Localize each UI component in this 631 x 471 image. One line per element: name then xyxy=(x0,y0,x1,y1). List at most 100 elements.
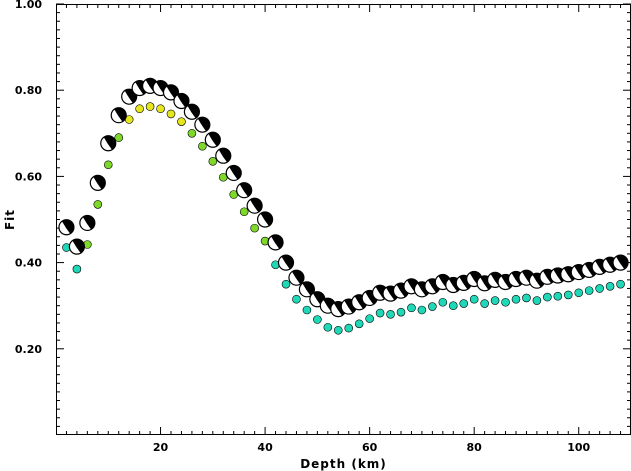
beachball-dilatation xyxy=(372,286,384,301)
beachball-outline xyxy=(236,182,253,199)
fit-point xyxy=(239,207,249,217)
fit-point xyxy=(323,322,333,332)
beachball-outline xyxy=(298,281,316,298)
fit-point xyxy=(605,282,615,291)
beachball-marker xyxy=(277,254,295,271)
beachball-dilatation xyxy=(152,82,165,96)
beachball-dilatation xyxy=(570,266,583,280)
fit-point xyxy=(145,102,155,111)
fit-point xyxy=(490,296,500,305)
fit-point xyxy=(208,157,218,166)
beachball-dilatation xyxy=(393,284,405,299)
fit-point xyxy=(543,292,552,302)
beachball-marker xyxy=(183,103,201,120)
beachball-marker xyxy=(204,131,221,148)
beachball-dilatation xyxy=(246,199,259,214)
beachball-dilatation xyxy=(173,94,186,109)
plot-frame xyxy=(56,4,631,435)
fit-point xyxy=(375,308,385,318)
beachball-outline xyxy=(204,131,221,148)
fit-point xyxy=(574,288,584,298)
beachball-outline xyxy=(89,174,106,191)
beachball-dilatation xyxy=(340,300,353,315)
beachball-marker xyxy=(68,238,86,255)
fit-point xyxy=(177,117,186,126)
beachball-dilatation xyxy=(539,270,552,285)
beachball-marker xyxy=(267,234,284,251)
x-tick-label: 100 xyxy=(567,441,590,454)
fit-point xyxy=(72,264,82,274)
fit-point xyxy=(511,294,521,304)
beachball-dilatation xyxy=(581,263,593,278)
beachball-marker xyxy=(58,219,75,236)
beachball-outline xyxy=(267,234,284,251)
beachball-dilatation xyxy=(424,280,437,294)
beachball-outline xyxy=(246,197,263,214)
axis-ticks xyxy=(56,3,631,435)
fit-point xyxy=(469,294,479,304)
beachball-outline xyxy=(215,147,232,164)
beachball-dilatation xyxy=(361,291,374,306)
beachball-outline xyxy=(288,269,305,286)
beachball-outline xyxy=(79,214,96,232)
beachball-dilatation xyxy=(497,275,510,290)
beachball-dilatation xyxy=(58,221,71,235)
beachball-dilatation xyxy=(550,269,562,284)
y-axis-label: Fit xyxy=(3,209,17,230)
fit-point xyxy=(448,301,458,311)
beachball-outline xyxy=(100,135,117,152)
fit-point xyxy=(281,279,291,289)
fit-point xyxy=(292,294,301,304)
y-tick-label: 1.00 xyxy=(15,0,42,11)
beachball-dilatation xyxy=(382,287,395,302)
beachball-dilatation xyxy=(414,283,426,298)
fit-point xyxy=(396,307,406,317)
fit-point xyxy=(532,296,542,305)
fit-point xyxy=(187,129,197,138)
y-tick-label: 0.20 xyxy=(15,343,42,356)
fit-point xyxy=(501,297,510,307)
beachball-marker xyxy=(288,269,305,286)
fit-point xyxy=(553,291,563,301)
beachball-marker xyxy=(507,270,525,288)
data-points xyxy=(58,77,629,335)
beachball-dilatation xyxy=(518,271,531,286)
fit-point xyxy=(93,200,103,209)
beachball-outline xyxy=(68,238,86,255)
beachball-outline xyxy=(183,103,201,120)
beachball-dilatation xyxy=(591,260,604,275)
beachball-dilatation xyxy=(278,256,290,271)
beachball-dilatation xyxy=(320,299,332,314)
beachball-marker xyxy=(89,174,106,191)
beachball-marker xyxy=(236,182,253,199)
x-tick-label: 60 xyxy=(362,441,378,454)
x-tick-label: 20 xyxy=(153,441,169,454)
fit-point xyxy=(459,299,469,308)
beachball-dilatation xyxy=(508,272,520,287)
beachball-dilatation xyxy=(131,82,144,96)
fit-point xyxy=(250,223,259,233)
beachball-outline xyxy=(110,107,127,124)
fit-point xyxy=(114,133,124,142)
beachball-dilatation xyxy=(487,273,499,288)
fit-point xyxy=(584,286,594,295)
beachball-dilatation xyxy=(121,90,133,105)
beachball-outline xyxy=(194,116,211,133)
beachball-dilatation xyxy=(351,296,363,310)
beachball-dilatation xyxy=(100,137,113,151)
fit-point xyxy=(417,305,427,315)
beachball-outline xyxy=(173,92,190,110)
beachball-dilatation xyxy=(476,277,489,291)
fit-point xyxy=(166,109,176,119)
fit-point xyxy=(595,284,604,293)
beachball-marker xyxy=(100,135,117,152)
beachball-marker xyxy=(173,92,190,110)
beachball-dilatation xyxy=(110,109,123,123)
fit-point xyxy=(386,310,395,319)
beachball-dilatation xyxy=(215,149,228,164)
beachball-outline xyxy=(277,254,295,271)
beachball-dilatation xyxy=(142,79,154,94)
beachball-dilatation xyxy=(612,256,625,271)
fit-point xyxy=(428,302,437,311)
